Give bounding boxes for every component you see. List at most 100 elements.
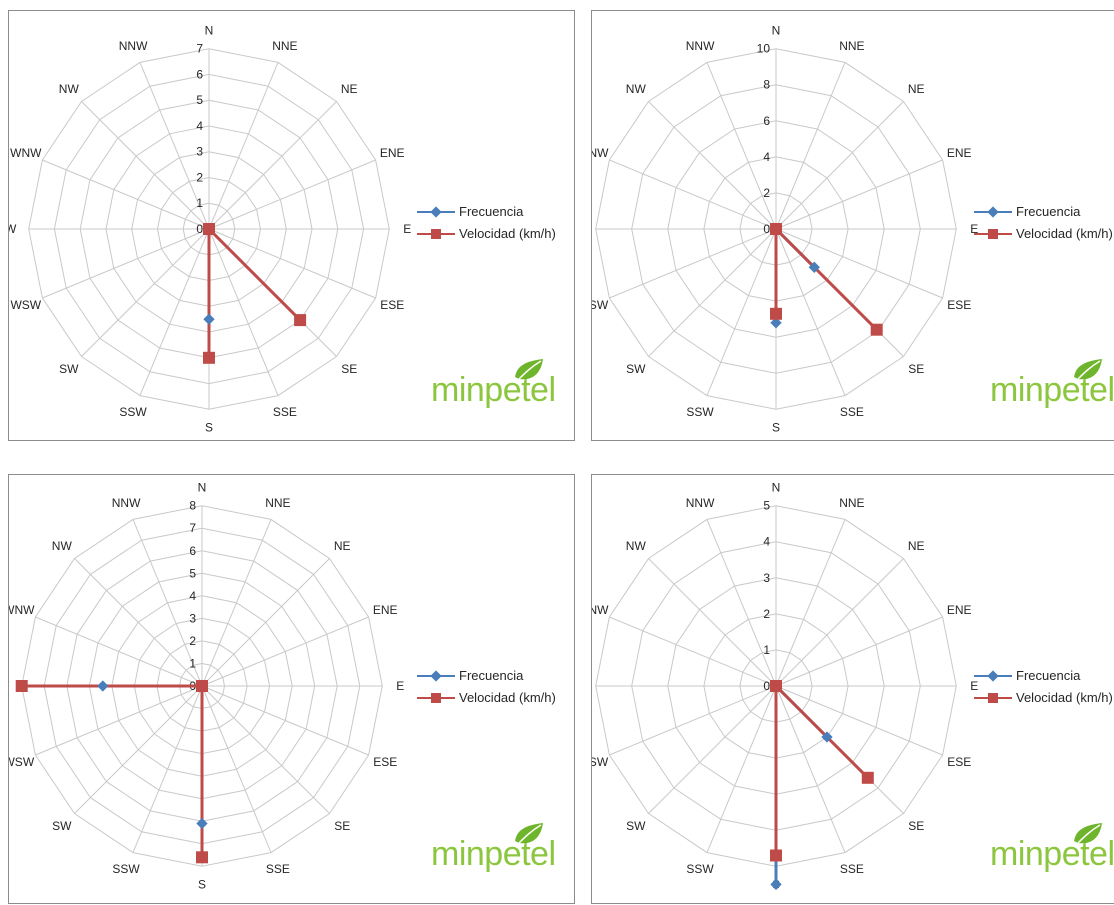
logo-text: minpetel xyxy=(431,371,556,409)
frecuencia-point xyxy=(770,317,782,329)
grid-spoke xyxy=(35,685,203,756)
direction-label-w: W xyxy=(9,222,17,236)
grid-spoke xyxy=(35,616,203,687)
tick-label: 0 xyxy=(763,679,770,693)
grid-spoke xyxy=(42,228,210,299)
grid-spoke xyxy=(648,558,777,687)
direction-label-nne: NNE xyxy=(839,39,864,53)
direction-label-ene: ENE xyxy=(947,603,972,617)
leaf-icon xyxy=(515,359,543,380)
legend-label-velocidad: Velocidad (km/h) xyxy=(459,690,556,705)
series-line-velocidad xyxy=(20,684,204,859)
direction-label-wnw: WNW xyxy=(592,146,609,160)
logo-text: minpetel xyxy=(431,835,556,873)
grid-spoke xyxy=(201,558,330,687)
velocidad-point xyxy=(770,680,782,692)
legend-diamond-marker xyxy=(430,206,442,218)
velocidad-point xyxy=(203,223,215,235)
direction-label-se: SE xyxy=(908,362,924,376)
direction-label-nnw: NNW xyxy=(686,496,715,510)
legend-label-velocidad: Velocidad (km/h) xyxy=(459,226,556,241)
grid-spoke xyxy=(139,62,210,230)
grid-spoke xyxy=(775,519,846,687)
direction-label-ne: NE xyxy=(341,82,358,96)
direction-label-nnw: NNW xyxy=(119,39,148,53)
velocidad-point xyxy=(196,851,208,864)
radar-panel-4: 012345NNNENEENEEESESESSESSSWSWWSWWWNWNWN… xyxy=(591,474,1114,904)
direction-label-ene: ENE xyxy=(380,146,405,160)
tick-label: 10 xyxy=(757,42,771,56)
grid-spoke xyxy=(609,685,777,756)
direction-label-wnw: WNW xyxy=(592,603,609,617)
direction-label-nnw: NNW xyxy=(112,496,141,510)
grid-spoke xyxy=(208,62,279,230)
direction-label-nne: NNE xyxy=(265,496,290,510)
direction-label-e: E xyxy=(396,679,404,693)
tick-label: 2 xyxy=(189,634,196,648)
grid-spoke xyxy=(201,616,369,687)
direction-label-nw: NW xyxy=(59,82,80,96)
grid-spoke xyxy=(775,228,846,396)
direction-label-n: N xyxy=(772,24,781,38)
direction-label-n: N xyxy=(198,481,207,495)
direction-label-ne: NE xyxy=(908,539,925,553)
legend-item-frecuencia: Frecuencia xyxy=(974,665,1113,687)
grid-spoke xyxy=(775,685,943,756)
tick-label: 4 xyxy=(189,589,196,603)
legend-item-frecuencia: Frecuencia xyxy=(974,201,1113,223)
direction-label-nnw: NNW xyxy=(686,39,715,53)
tick-label: 5 xyxy=(763,499,770,513)
grid-spoke xyxy=(775,616,943,687)
legend-square-marker xyxy=(988,229,998,239)
grid-spoke xyxy=(775,62,846,230)
direction-label-s: S xyxy=(198,877,206,891)
direction-label-e: E xyxy=(970,222,978,236)
legend-label-frecuencia: Frecuencia xyxy=(1016,668,1081,683)
grid-spoke xyxy=(208,159,376,230)
legend-item-frecuencia: Frecuencia xyxy=(417,665,556,687)
tick-label: 3 xyxy=(189,611,196,625)
direction-label-ne: NE xyxy=(334,539,351,553)
tick-label: 4 xyxy=(763,535,770,549)
frecuencia-point xyxy=(821,731,833,743)
grid-spoke xyxy=(74,685,203,814)
grid-spoke xyxy=(648,228,777,357)
tick-label: 1 xyxy=(196,196,203,210)
legend-item-velocidad: Velocidad (km/h) xyxy=(974,223,1113,245)
grid-spoke xyxy=(609,616,777,687)
frecuencia-point xyxy=(97,680,109,692)
grid-spoke xyxy=(609,159,777,230)
leaf-icon xyxy=(1074,359,1102,380)
legend-label-velocidad: Velocidad (km/h) xyxy=(1016,226,1113,241)
legend-diamond-marker xyxy=(430,670,442,682)
grid-spoke xyxy=(775,228,943,299)
direction-label-s: S xyxy=(205,420,213,434)
radar-panel-1: 0 1 2 3 4 5 6 7 N NNE NE ENE E ESE SE SSE S SSW SW WSW W WNW N… xyxy=(8,10,575,441)
velocidad-point xyxy=(15,680,28,692)
tick-label: 3 xyxy=(196,145,203,159)
direction-label-ese: ESE xyxy=(947,755,971,769)
grid-spoke xyxy=(706,228,777,396)
tick-label: 5 xyxy=(196,93,203,107)
legend-diamond-marker xyxy=(987,206,999,218)
grid-spoke xyxy=(132,685,203,853)
direction-label-se: SE xyxy=(341,362,357,376)
frecuencia-point xyxy=(203,313,215,325)
direction-label-wsw: WSW xyxy=(9,755,35,769)
direction-label-sw: SW xyxy=(59,362,79,376)
grid-spoke xyxy=(648,685,777,814)
direction-label-sse: SSE xyxy=(840,862,864,876)
minpetel-logo: minpetel xyxy=(990,357,1114,417)
direction-label-ene: ENE xyxy=(373,603,398,617)
minpetel-logo: minpetel xyxy=(431,821,561,881)
direction-label-w: W xyxy=(9,679,10,693)
chart-legend: Frecuencia Velocidad (km/h) xyxy=(974,665,1113,709)
legend-item-velocidad: Velocidad (km/h) xyxy=(974,687,1113,709)
chart-legend: Frecuencia Velocidad (km/h) xyxy=(417,665,556,709)
grid-spoke xyxy=(74,558,203,687)
direction-label-e: E xyxy=(403,222,411,236)
velocidad-point xyxy=(770,223,782,235)
direction-label-e: E xyxy=(970,679,978,693)
velocidad-point xyxy=(203,351,215,364)
velocidad-point xyxy=(196,680,208,692)
